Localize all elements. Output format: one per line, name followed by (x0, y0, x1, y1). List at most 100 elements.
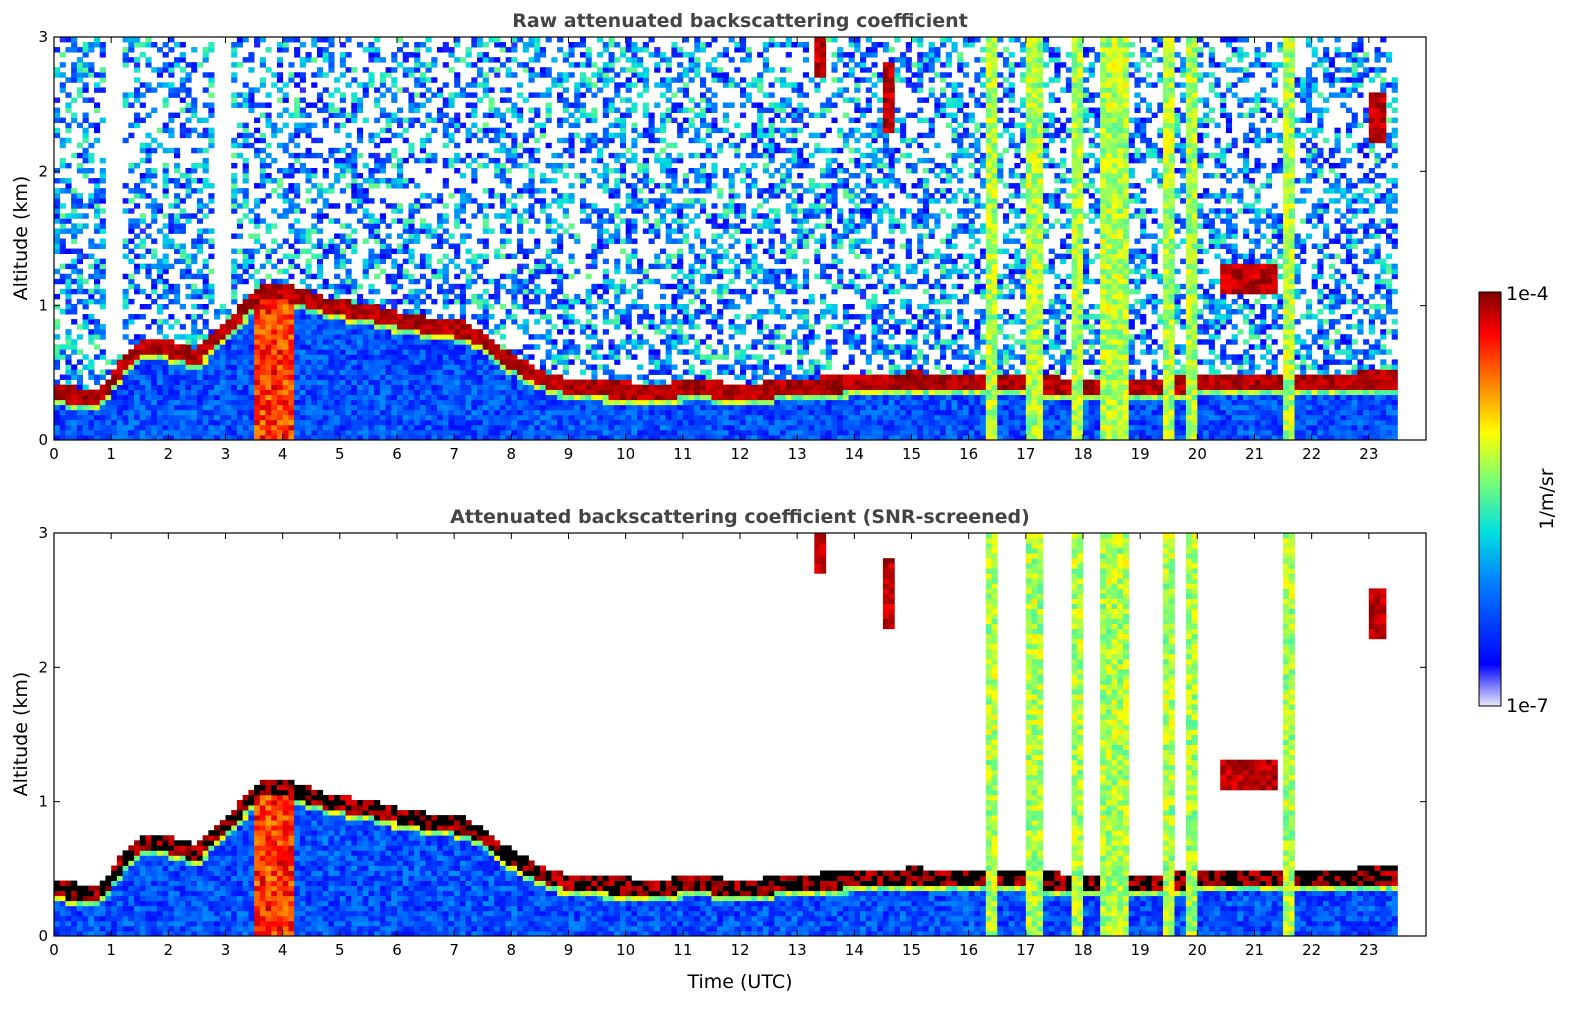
heatmap-cell (122, 374, 129, 380)
heatmap-cell (162, 188, 169, 194)
heatmap-cell (162, 193, 169, 199)
heatmap-cell (465, 334, 472, 340)
heatmap-cell (134, 87, 141, 93)
heatmap-cell (311, 389, 318, 396)
heatmap-cell (151, 218, 158, 224)
heatmap-cell (356, 218, 364, 224)
heatmap-cell (88, 319, 95, 325)
heatmap-cell (339, 223, 346, 229)
heatmap-cell (59, 157, 66, 164)
heatmap-cell (408, 394, 415, 401)
heatmap-cell (196, 409, 204, 416)
heatmap-cell (145, 233, 152, 239)
heatmap-cell (316, 183, 324, 189)
heatmap-cell (425, 283, 432, 290)
heatmap-cell (191, 162, 198, 169)
heatmap-cell (282, 319, 289, 325)
heatmap-cell (557, 314, 564, 320)
heatmap-cell (414, 238, 421, 244)
heatmap-cell (134, 112, 141, 118)
heatmap-cell (631, 253, 638, 260)
heatmap-cell (397, 429, 404, 436)
heatmap-cell (242, 178, 249, 184)
heatmap-cell (202, 424, 209, 431)
heatmap-cell (408, 107, 415, 113)
heatmap-cell (505, 208, 512, 214)
heatmap-cell (259, 303, 266, 310)
heatmap-cell (499, 283, 507, 290)
heatmap-cell (82, 87, 89, 93)
heatmap-cell (539, 374, 547, 380)
heatmap-cell (65, 102, 72, 108)
heatmap-cell (254, 303, 261, 310)
heatmap-cell (482, 278, 489, 285)
heatmap-cell (614, 414, 621, 421)
heatmap-cell (414, 77, 421, 83)
heatmap-cell (271, 319, 278, 325)
heatmap-cell (402, 384, 409, 391)
heatmap-cell (271, 303, 278, 310)
heatmap-cell (59, 243, 66, 249)
heatmap-cell (391, 319, 398, 325)
heatmap-cell (368, 77, 375, 83)
heatmap-cell (385, 354, 392, 360)
heatmap-cell (54, 344, 61, 350)
heatmap-cell (551, 77, 558, 83)
heatmap-cell (191, 102, 198, 108)
heatmap-cell (242, 344, 249, 350)
heatmap-cell (276, 288, 284, 295)
heatmap-cell (619, 142, 627, 149)
heatmap-cell (334, 258, 341, 265)
heatmap-cell (362, 364, 369, 370)
heatmap-cell (156, 329, 164, 335)
heatmap-cell (82, 314, 89, 320)
heatmap-cell (397, 344, 404, 350)
heatmap-cell (334, 389, 341, 396)
heatmap-cell (579, 178, 587, 184)
heatmap-cell (528, 42, 535, 48)
heatmap-cell (151, 107, 158, 113)
heatmap-cell (362, 198, 369, 204)
heatmap-cell (642, 389, 649, 396)
heatmap-cell (122, 183, 129, 189)
heatmap-cell (305, 354, 312, 360)
heatmap-cell (299, 364, 306, 370)
heatmap-cell (196, 288, 204, 295)
heatmap-cell (419, 329, 426, 335)
heatmap-cell (288, 324, 295, 330)
heatmap-cell (477, 334, 484, 340)
heatmap-cell (339, 288, 346, 295)
heatmap-cell (174, 293, 181, 300)
heatmap-cell (562, 293, 569, 300)
heatmap-cell (482, 127, 489, 134)
heatmap-cell (368, 248, 375, 255)
heatmap-cell (562, 339, 569, 345)
heatmap-cell (442, 203, 449, 209)
heatmap-cell (185, 107, 192, 113)
heatmap-cell (122, 208, 129, 214)
heatmap-cell (156, 203, 164, 209)
heatmap-cell (356, 188, 364, 194)
heatmap-cell (214, 334, 221, 340)
heatmap-cell (391, 97, 398, 103)
heatmap-cell (419, 309, 426, 315)
heatmap-cell (134, 203, 141, 209)
heatmap-cell (374, 399, 381, 406)
heatmap-cell (574, 434, 581, 440)
heatmap-cell (385, 273, 392, 280)
heatmap-cell (625, 414, 632, 421)
heatmap-cell (425, 404, 432, 411)
heatmap-cell (517, 162, 524, 169)
heatmap-cell (517, 223, 524, 229)
heatmap-cell (316, 334, 324, 340)
heatmap-cell (391, 309, 398, 315)
heatmap-cell (76, 253, 83, 260)
heatmap-cell (156, 369, 164, 375)
heatmap-cell (574, 238, 581, 244)
heatmap-cell (299, 394, 306, 401)
heatmap-cell (328, 147, 335, 154)
heatmap-cell (625, 77, 632, 83)
heatmap-cell (82, 223, 89, 229)
heatmap-cell (665, 319, 672, 325)
heatmap-cell (505, 107, 512, 113)
